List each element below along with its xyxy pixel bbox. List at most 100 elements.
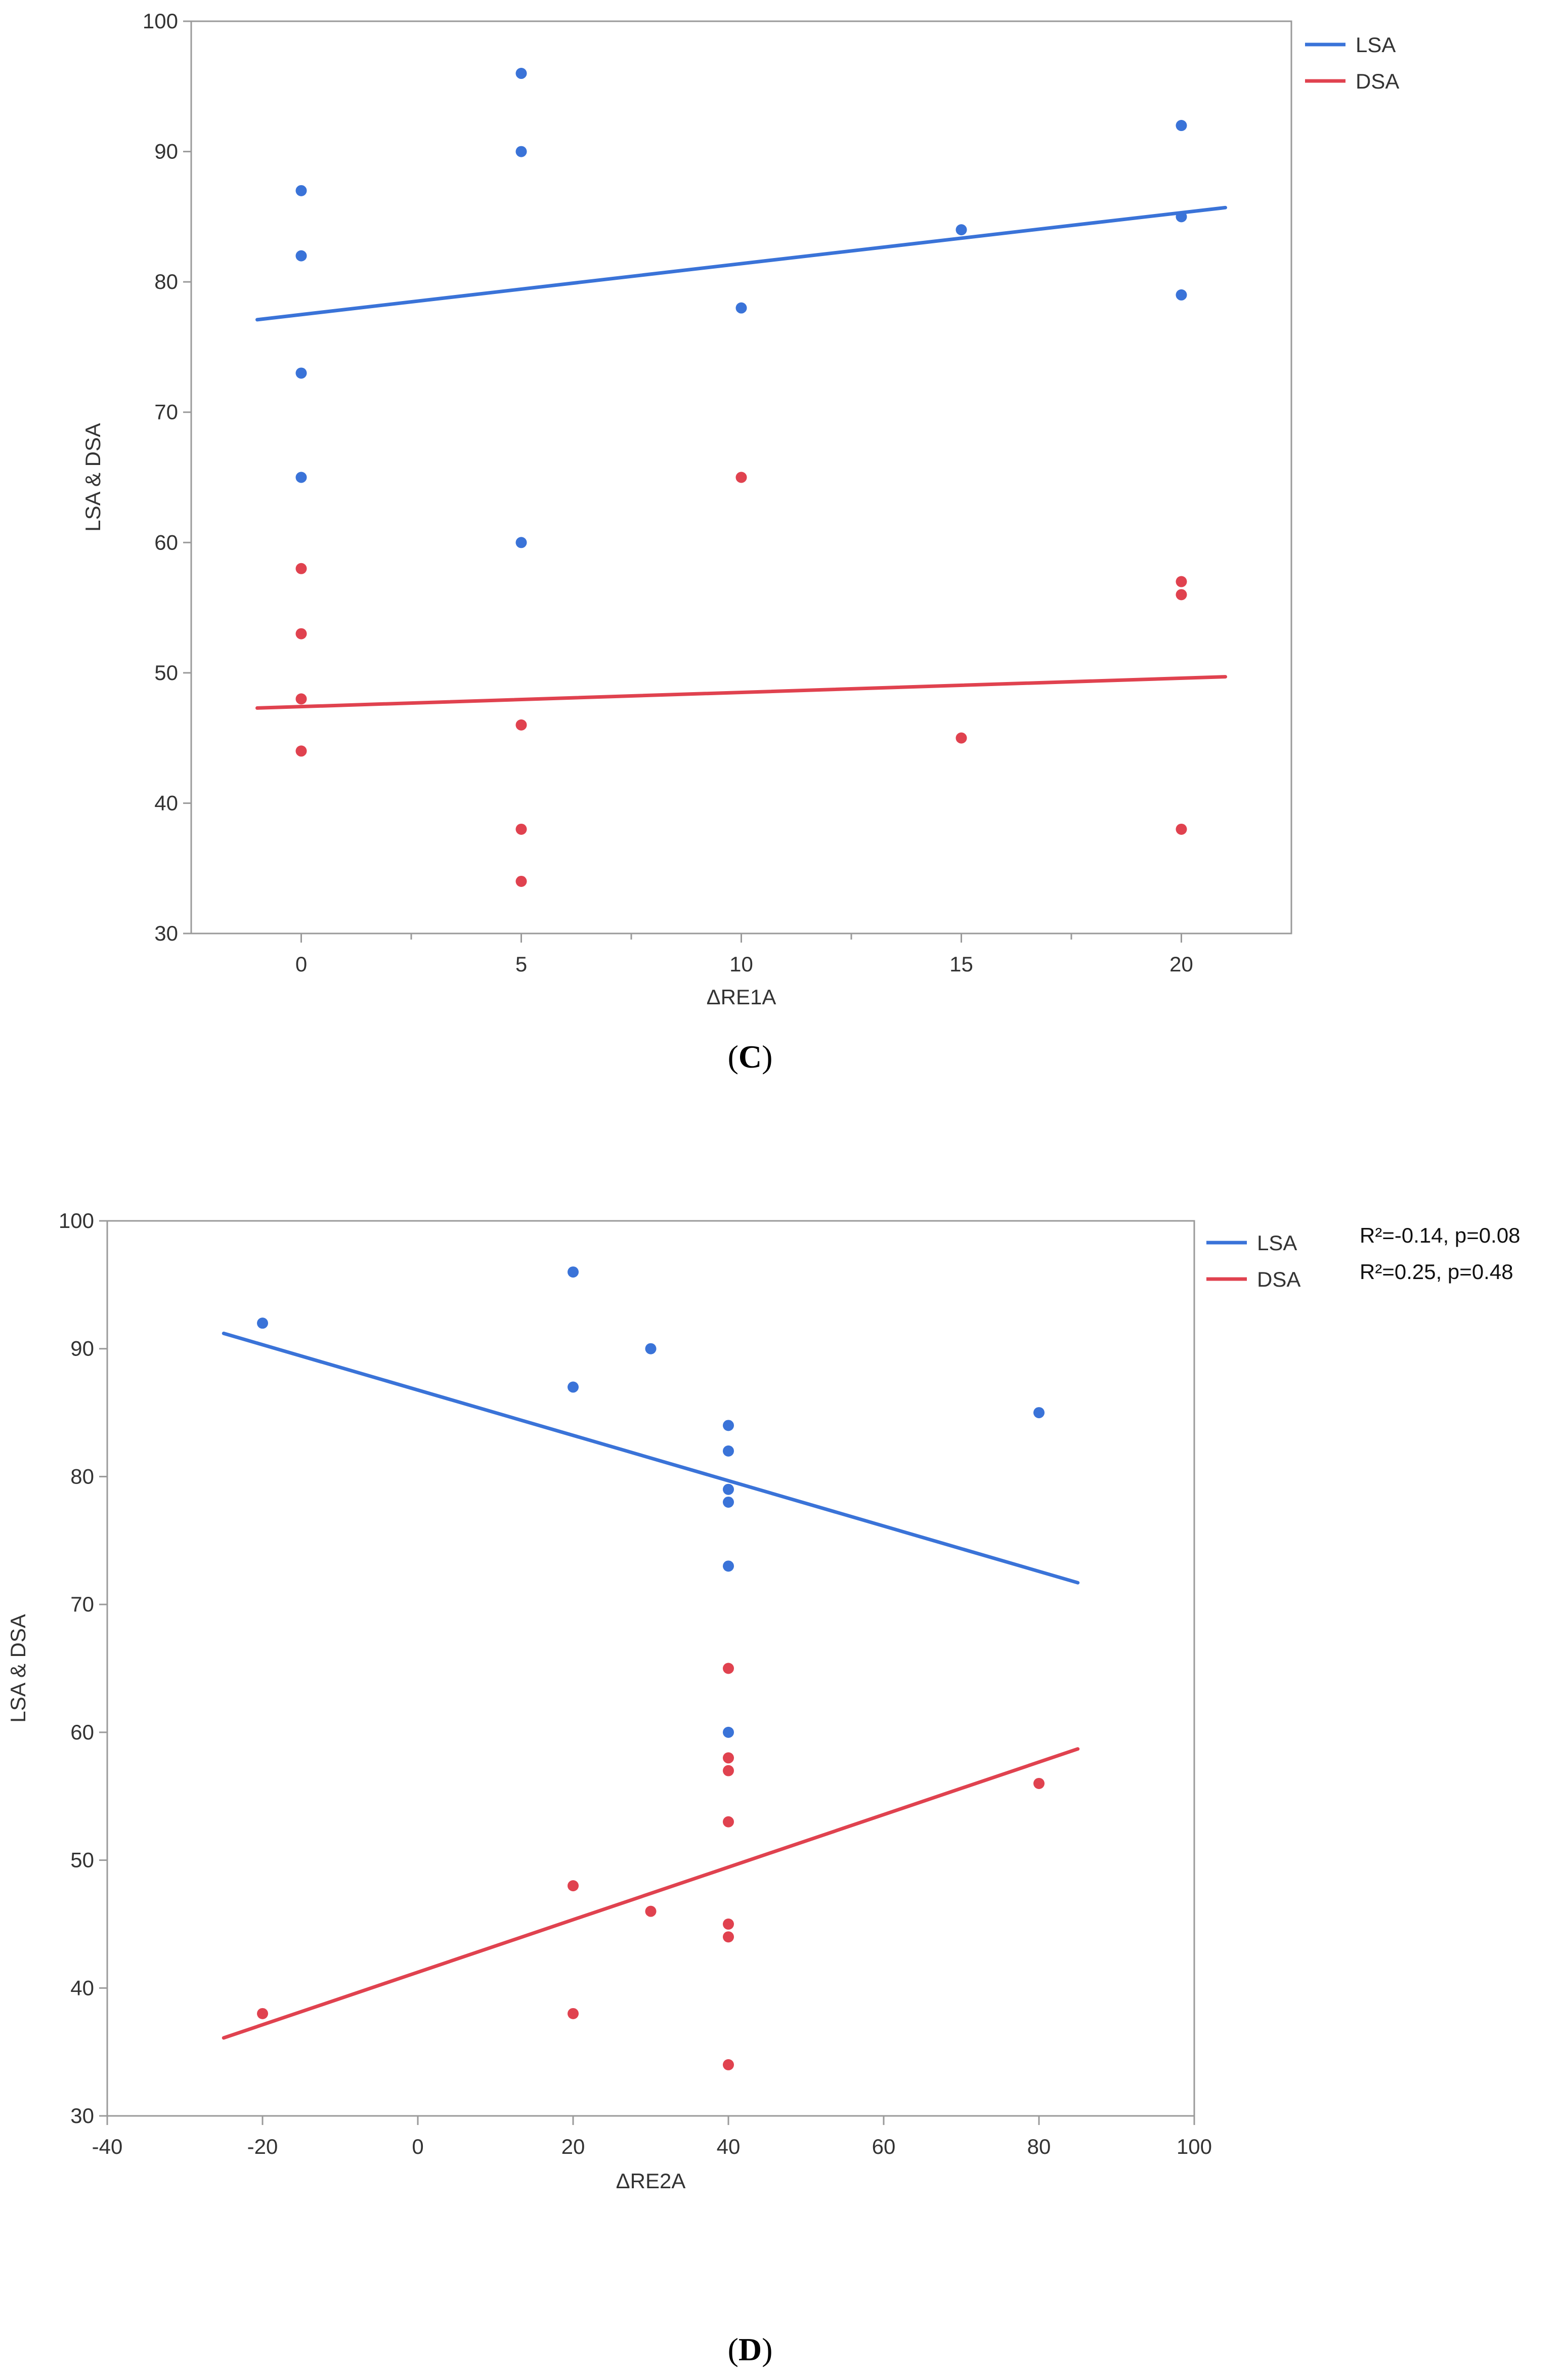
data-point-lsa xyxy=(723,1726,734,1738)
data-point-dsa xyxy=(723,1752,734,1764)
x-axis-title: ΔRE2A xyxy=(616,2169,686,2193)
y-tick-label: 70 xyxy=(154,400,178,424)
data-point-dsa xyxy=(723,1765,734,1776)
y-tick-label: 50 xyxy=(70,1848,94,1872)
fit-line-lsa xyxy=(255,205,1227,322)
y-tick-label: 60 xyxy=(70,1720,94,1744)
series-dsa xyxy=(222,1663,1080,2070)
data-point-lsa xyxy=(735,302,747,314)
x-tick-label: 5 xyxy=(515,952,527,976)
data-point-lsa xyxy=(723,1445,734,1457)
data-point-dsa xyxy=(723,1816,734,1828)
data-point-dsa xyxy=(723,1663,734,1674)
data-point-lsa xyxy=(568,1266,579,1278)
y-axis-title: LSA & DSA xyxy=(81,423,105,532)
y-tick-label: 30 xyxy=(154,921,178,945)
data-point-dsa xyxy=(645,1905,657,1917)
data-point-dsa xyxy=(1033,1777,1045,1789)
legend-label-dsa: DSA xyxy=(1356,69,1399,93)
data-point-dsa xyxy=(1176,589,1187,601)
x-axis-title: ΔRE1A xyxy=(707,985,776,1009)
y-tick-label: 90 xyxy=(70,1337,94,1361)
data-point-dsa xyxy=(295,563,307,574)
y-tick-label: 50 xyxy=(154,661,178,685)
data-point-lsa xyxy=(1176,120,1187,132)
series-lsa xyxy=(222,1266,1080,1738)
y-axis-title: LSA & DSA xyxy=(6,1614,30,1723)
legend: LSA DSA xyxy=(1206,1231,1300,1291)
data-point-dsa xyxy=(723,1931,734,1943)
data-point-lsa xyxy=(515,146,527,157)
data-point-dsa xyxy=(1176,576,1187,587)
fit-line-dsa xyxy=(255,675,1227,710)
data-point-lsa xyxy=(295,185,307,196)
chart-panel-d: 30 40 50 60 70 80 90 100 -40 -20 0 20 40 60 80 100 ΔRE2A… xyxy=(6,1209,1521,2193)
data-point-dsa xyxy=(735,472,747,483)
data-point-lsa xyxy=(295,472,307,483)
y-tick-label: 80 xyxy=(154,270,178,293)
data-point-dsa xyxy=(295,745,307,757)
data-point-dsa xyxy=(723,1918,734,1930)
x-tick-label: -20 xyxy=(247,2135,278,2158)
stats-annotation: R²=-0.14, p=0.08 xyxy=(1360,1223,1521,1247)
x-tick-label: 0 xyxy=(295,952,307,976)
data-point-dsa xyxy=(257,2008,268,2019)
data-point-dsa xyxy=(568,1880,579,1892)
data-point-lsa xyxy=(723,1420,734,1431)
x-tick-label: 60 xyxy=(872,2135,896,2158)
plot-frame xyxy=(106,1220,1195,2117)
data-point-lsa xyxy=(723,1560,734,1572)
data-point-dsa xyxy=(515,719,527,731)
data-point-dsa xyxy=(295,628,307,640)
series-lsa xyxy=(255,68,1227,548)
panel-caption-c: (C) xyxy=(728,1039,773,1075)
data-point-lsa xyxy=(1033,1407,1045,1419)
data-point-lsa xyxy=(568,1381,579,1393)
data-point-lsa xyxy=(257,1318,268,1329)
data-point-lsa xyxy=(295,367,307,379)
data-point-lsa xyxy=(956,224,967,236)
data-point-dsa xyxy=(956,732,967,744)
panel-caption-d: (D) xyxy=(728,2331,773,2367)
y-tick-label: 80 xyxy=(70,1464,94,1488)
y-tick-label: 30 xyxy=(70,2104,94,2128)
data-point-dsa xyxy=(568,2008,579,2019)
data-point-lsa xyxy=(645,1343,657,1354)
x-tick-label: 80 xyxy=(1027,2135,1051,2158)
y-tick-label: 100 xyxy=(143,9,178,33)
series-dsa xyxy=(255,472,1227,887)
data-point-dsa xyxy=(723,2059,734,2070)
legend: LSA DSA xyxy=(1305,33,1399,93)
data-point-lsa xyxy=(295,250,307,262)
x-tick-label: 20 xyxy=(1169,952,1193,976)
data-point-dsa xyxy=(515,823,527,835)
data-point-lsa xyxy=(515,68,527,79)
data-point-dsa xyxy=(1176,823,1187,835)
fit-line-dsa xyxy=(222,1747,1080,2040)
x-tick-label: 0 xyxy=(412,2135,423,2158)
y-tick-label: 70 xyxy=(70,1592,94,1616)
data-point-dsa xyxy=(295,693,307,705)
data-point-lsa xyxy=(1176,211,1187,223)
x-tick-label: 10 xyxy=(729,952,753,976)
x-tick-label: 15 xyxy=(949,952,973,976)
y-tick-label: 40 xyxy=(154,791,178,815)
legend-label-lsa: LSA xyxy=(1356,33,1396,57)
x-tick-label: 100 xyxy=(1177,2135,1212,2158)
x-tick-label: -40 xyxy=(92,2135,123,2158)
x-tick-label: 20 xyxy=(561,2135,585,2158)
y-tick-label: 40 xyxy=(70,1976,94,2000)
data-point-lsa xyxy=(515,537,527,548)
fit-line-lsa xyxy=(222,1331,1080,1585)
data-point-lsa xyxy=(723,1483,734,1495)
data-point-lsa xyxy=(723,1496,734,1508)
y-tick-label: 100 xyxy=(59,1209,94,1232)
data-point-dsa xyxy=(515,875,527,887)
x-tick-label: 40 xyxy=(717,2135,741,2158)
legend-label-lsa: LSA xyxy=(1257,1231,1297,1255)
y-tick-label: 60 xyxy=(154,530,178,554)
legend-label-dsa: DSA xyxy=(1257,1267,1300,1291)
stats-annotation: R²=0.25, p=0.48 xyxy=(1360,1260,1513,1284)
data-point-lsa xyxy=(1176,289,1187,301)
